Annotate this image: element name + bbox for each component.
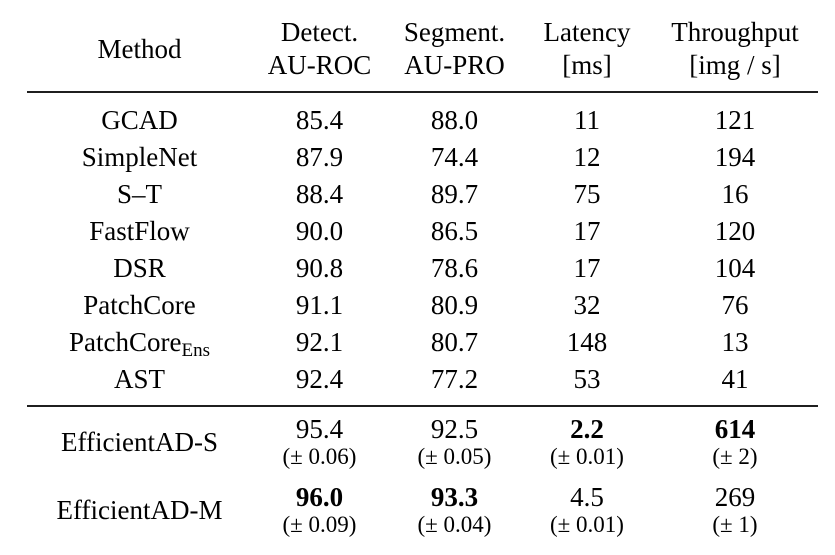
metric-value: 4.5 (570, 482, 604, 512)
baseline-methods-section: GCAD 85.4 88.0 11 121 SimpleNet 87.9 74.… (27, 92, 818, 406)
detect-auroc-value: 90.0 (295, 216, 344, 246)
segment-aupro-cell: 93.3 (± 0.04) (387, 475, 522, 543)
metric-value: 269 (714, 482, 756, 512)
method-name: EfficientAD-S (27, 405, 252, 475)
method-name-subscript: Ens (181, 340, 210, 361)
metric-value: 92.5 (430, 414, 479, 444)
method-name-label: EfficientAD-M (56, 495, 223, 525)
metric-std: (± 1) (712, 512, 758, 537)
method-name: PatchCore (83, 290, 196, 320)
method-name-label: EfficientAD-S (61, 427, 218, 457)
metric-value: 93.3 (430, 482, 479, 512)
column-header-line2: [img / s] (689, 50, 781, 80)
throughput-value: 41 (721, 364, 749, 394)
metric-std: (± 0.05) (417, 444, 492, 469)
column-header-line1: Segment. (403, 17, 506, 47)
metric-std: (± 0.01) (550, 512, 624, 537)
segment-aupro-value: 86.5 (430, 216, 479, 246)
latency-value: 17 (573, 253, 601, 283)
latency-value: 148 (566, 327, 608, 357)
segment-aupro-value: 89.7 (430, 179, 479, 209)
column-header-line2: [ms] (562, 50, 612, 80)
efficientad-methods-section: EfficientAD-S 95.4 (± 0.06) 92.5 (± 0.05… (27, 405, 818, 543)
table-row-st: S–T 88.4 89.7 75 16 (27, 176, 818, 213)
latency-value: 11 (574, 105, 600, 135)
table-row-efficientad-m: EfficientAD-M 96.0 (± 0.09) 93.3 (± 0.04… (27, 475, 818, 543)
metric-value: 2.2 (570, 414, 604, 444)
column-header-latency: Latency [ms] (522, 6, 652, 93)
throughput-value: 104 (714, 253, 756, 283)
column-header-line1: Latency (543, 17, 631, 47)
metric-std: (± 0.06) (282, 444, 357, 469)
table-row-patchcore: PatchCore 91.1 80.9 32 76 (27, 287, 818, 324)
column-header-line2: AU-ROC (267, 50, 372, 80)
table-row-gcad: GCAD 85.4 88.0 11 121 (27, 92, 818, 139)
table-header: Method Detect. AU-ROC Segment. AU-PRO La… (27, 6, 818, 93)
throughput-value: 121 (714, 105, 756, 135)
throughput-cell: 614 (± 2) (652, 405, 818, 475)
method-name: S–T (116, 179, 162, 209)
benchmark-results-table: Method Detect. AU-ROC Segment. AU-PRO La… (27, 6, 818, 543)
detect-auroc-value: 88.4 (295, 179, 344, 209)
latency-value: 12 (573, 142, 601, 172)
latency-value: 17 (573, 216, 601, 246)
throughput-value: 13 (721, 327, 749, 357)
throughput-value: 16 (721, 179, 749, 209)
column-header-line1: Detect. (280, 17, 359, 47)
throughput-value: 76 (721, 290, 749, 320)
detect-auroc-value: 92.1 (295, 327, 344, 357)
table-row-patchcore-ens: PatchCoreEns 92.1 80.7 148 13 (27, 324, 818, 361)
latency-value: 53 (573, 364, 601, 394)
latency-cell: 2.2 (± 0.01) (522, 405, 652, 475)
metric-std: (± 0.04) (417, 512, 492, 537)
method-name: AST (113, 364, 165, 394)
throughput-value: 120 (714, 216, 756, 246)
method-name: PatchCoreEns (27, 324, 252, 361)
throughput-value: 194 (714, 142, 756, 172)
segment-aupro-value: 78.6 (430, 253, 479, 283)
column-header-segment-aupro: Segment. AU-PRO (387, 6, 522, 93)
column-header-method: Method (27, 6, 252, 93)
metric-std: (± 2) (712, 444, 758, 469)
method-name-base: PatchCore (69, 327, 182, 357)
table-row-simplenet: SimpleNet 87.9 74.4 12 194 (27, 139, 818, 176)
latency-value: 32 (573, 290, 601, 320)
detect-auroc-value: 85.4 (295, 105, 344, 135)
method-name: EfficientAD-M (27, 475, 252, 543)
table-row-dsr: DSR 90.8 78.6 17 104 (27, 250, 818, 287)
segment-aupro-value: 77.2 (430, 364, 479, 394)
table-row-ast: AST 92.4 77.2 53 41 (27, 361, 818, 406)
column-header-throughput: Throughput [img / s] (652, 6, 818, 93)
detect-auroc-value: 87.9 (295, 142, 344, 172)
column-header-detect-auroc: Detect. AU-ROC (252, 6, 387, 93)
detect-auroc-value: 92.4 (295, 364, 344, 394)
metric-std: (± 0.09) (282, 512, 357, 537)
method-name: SimpleNet (81, 142, 198, 172)
metric-std: (± 0.01) (550, 444, 624, 469)
segment-aupro-value: 80.7 (430, 327, 479, 357)
metric-value: 96.0 (295, 482, 344, 512)
column-header-line2: AU-PRO (404, 50, 505, 80)
method-name: DSR (113, 253, 166, 283)
detect-auroc-value: 91.1 (295, 290, 344, 320)
table-row-efficientad-s: EfficientAD-S 95.4 (± 0.06) 92.5 (± 0.05… (27, 405, 818, 475)
table-header-row: Method Detect. AU-ROC Segment. AU-PRO La… (27, 6, 818, 93)
method-name: GCAD (101, 105, 178, 135)
segment-aupro-value: 88.0 (430, 105, 479, 135)
table-row-fastflow: FastFlow 90.0 86.5 17 120 (27, 213, 818, 250)
segment-aupro-value: 80.9 (430, 290, 479, 320)
segment-aupro-cell: 92.5 (± 0.05) (387, 405, 522, 475)
metric-value: 95.4 (295, 414, 344, 444)
latency-value: 75 (573, 179, 601, 209)
column-header-line1: Throughput (671, 17, 799, 47)
throughput-cell: 269 (± 1) (652, 475, 818, 543)
metric-value: 614 (714, 414, 756, 444)
detect-auroc-value: 90.8 (295, 253, 344, 283)
segment-aupro-value: 74.4 (430, 142, 479, 172)
method-name: FastFlow (89, 216, 190, 246)
detect-auroc-cell: 96.0 (± 0.09) (252, 475, 387, 543)
latency-cell: 4.5 (± 0.01) (522, 475, 652, 543)
detect-auroc-cell: 95.4 (± 0.06) (252, 405, 387, 475)
